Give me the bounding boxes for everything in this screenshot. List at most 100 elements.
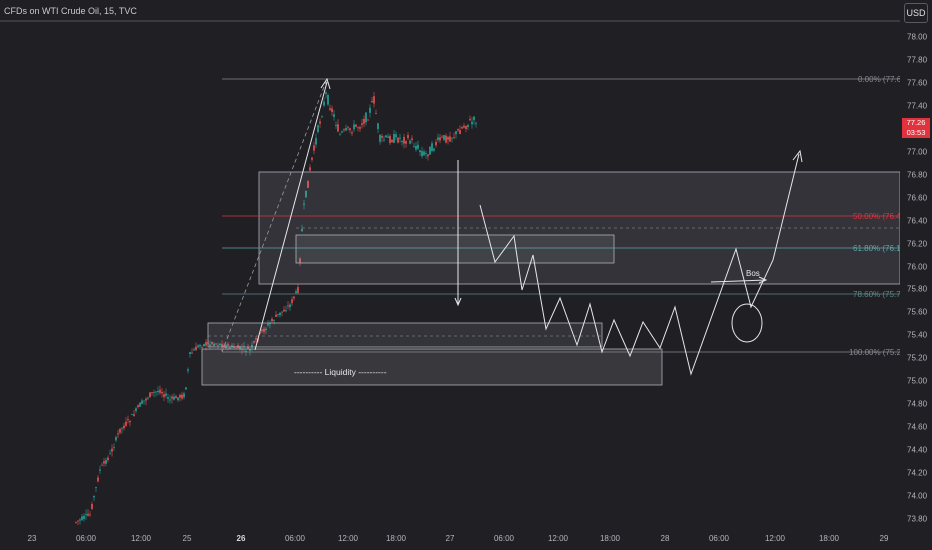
candle-body	[403, 136, 405, 144]
price-tick: 73.80	[907, 514, 928, 524]
candle-body	[467, 124, 469, 127]
candle-body	[143, 400, 145, 402]
currency-button[interactable]: USD	[904, 3, 928, 23]
candle-body	[357, 127, 359, 129]
candle-body	[179, 394, 181, 398]
time-tick: 18:00	[385, 534, 407, 543]
price-tick: 74.80	[907, 399, 928, 409]
chart-canvas[interactable]: 0.00% (77.62) 50.00% (76.44) 61.80% (76.…	[0, 0, 900, 525]
candle-body	[183, 393, 185, 398]
candle-body	[399, 137, 401, 139]
candle-body	[335, 124, 337, 126]
candle-body	[413, 146, 415, 148]
candle-body	[409, 140, 411, 144]
candle-body	[439, 137, 441, 141]
candle-body	[307, 180, 309, 188]
candle-body	[461, 127, 463, 129]
time-tick: 12:00	[547, 534, 569, 543]
price-tick: 75.20	[907, 353, 928, 363]
candle-body	[101, 464, 103, 466]
target-circle[interactable]	[731, 303, 763, 343]
time-tick: 06:00	[708, 534, 730, 543]
candle-body	[87, 513, 89, 516]
fib-label-0: 0.00% (77.62)	[858, 75, 900, 84]
projected-path[interactable]	[479, 153, 800, 376]
candle-body	[261, 329, 263, 331]
price-tick: 76.60	[907, 193, 928, 203]
candle-body	[419, 150, 421, 153]
fib-zone-box[interactable]	[295, 234, 615, 264]
candle-body	[115, 437, 117, 441]
candle-body	[275, 314, 277, 317]
candle-body	[161, 391, 163, 394]
candle-body	[431, 143, 433, 151]
candle-body	[321, 116, 323, 118]
candle-body	[331, 108, 333, 113]
candle-body	[407, 134, 409, 139]
candle-body	[267, 324, 269, 326]
candle-body	[153, 392, 155, 394]
price-tick: 76.80	[907, 170, 928, 180]
impulse-arrow[interactable]	[254, 77, 331, 351]
candle-body	[391, 139, 393, 143]
candle-body	[287, 305, 289, 307]
candle-body	[351, 132, 353, 134]
candle-body	[211, 342, 213, 344]
candle-body	[269, 322, 271, 325]
time-tick: 06:00	[493, 534, 515, 543]
candle-body	[127, 419, 129, 420]
candle-body	[343, 129, 345, 131]
candle-body	[415, 146, 417, 150]
candle-body	[471, 121, 473, 125]
candle-body	[165, 393, 167, 396]
price-tick: 77.60	[907, 78, 928, 88]
candle-body	[185, 387, 187, 390]
candle-body	[473, 116, 475, 121]
price-tick: 77.80	[907, 55, 928, 65]
candle-body	[181, 394, 183, 399]
candle-body	[227, 343, 229, 346]
candle-body	[301, 228, 303, 232]
candle-body	[457, 129, 459, 131]
candle-body	[361, 123, 363, 126]
candle-body	[177, 397, 179, 401]
candle-body	[429, 146, 431, 155]
price-axis[interactable]: 78.0077.8077.6077.4077.2077.0076.8076.60…	[900, 0, 932, 525]
candle-body	[83, 515, 85, 520]
symbol-title[interactable]: CFDs on WTI Crude Oil, 15, TVC	[4, 6, 137, 16]
candle-body	[89, 514, 91, 516]
candle-body	[155, 391, 157, 393]
time-tick: 12:00	[130, 534, 152, 543]
candle-body	[435, 141, 437, 146]
candle-body	[231, 345, 233, 348]
candle-body	[425, 153, 427, 154]
candle-body	[337, 124, 339, 132]
candle-body	[289, 304, 291, 308]
candle-body	[329, 108, 331, 110]
demand-zone-box[interactable]	[207, 322, 603, 348]
candle-body	[85, 514, 87, 516]
candle-body	[191, 352, 193, 354]
candle-body	[475, 123, 477, 125]
candle-body	[299, 258, 301, 263]
time-tick: 12:00	[337, 534, 359, 543]
time-tick: 23	[27, 534, 37, 543]
candle-body	[363, 118, 365, 124]
candle-body	[199, 344, 201, 347]
candle-body	[113, 447, 115, 448]
candle-body	[103, 461, 105, 464]
candle-body	[117, 433, 119, 435]
candle-body	[379, 135, 381, 142]
down-arrow[interactable]	[454, 160, 462, 307]
candle-body	[81, 516, 83, 520]
candle-body	[293, 296, 295, 299]
price-tick: 76.00	[907, 262, 928, 271]
time-axis[interactable]: 23 06:00 12:00 25 26 06:00 12:00 18:00 27 06:00 12…	[0, 525, 900, 550]
fib-label-618: 61.80% (76.16)	[853, 244, 900, 253]
price-candles	[75, 90, 477, 525]
liquidity-box[interactable]	[201, 348, 663, 386]
candle-body	[187, 369, 189, 371]
candle-body	[279, 312, 281, 316]
bos-marker[interactable]	[710, 276, 768, 284]
candle-body	[157, 390, 159, 392]
